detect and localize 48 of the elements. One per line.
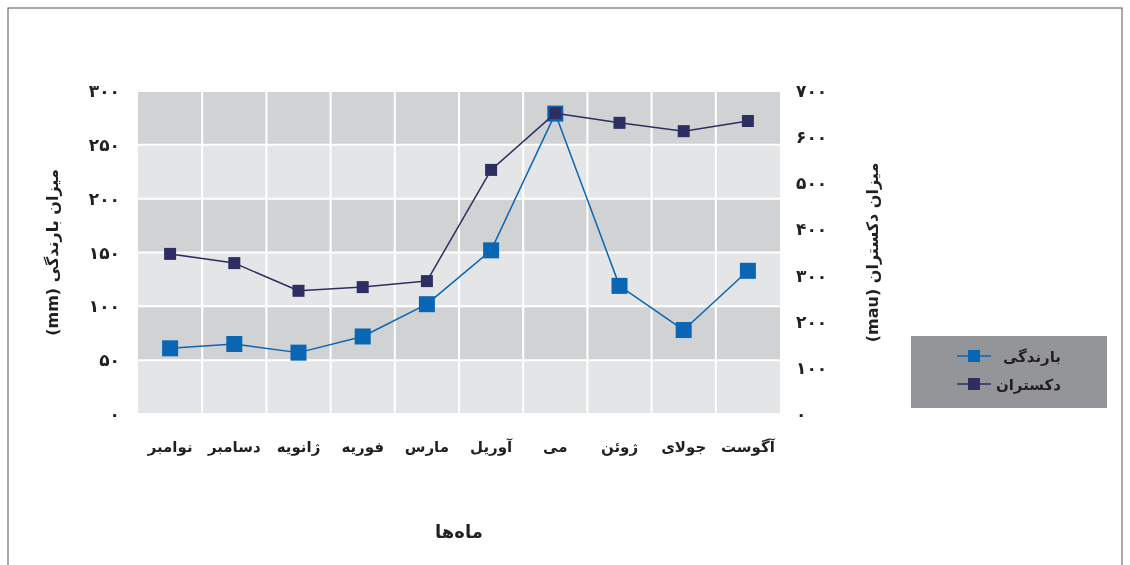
y-tick-label: ۲۵۰ (88, 134, 120, 155)
point (228, 257, 241, 270)
y-tick-label: ۱۵۰ (88, 242, 120, 263)
y-tick-label: ۱۰۰ (88, 296, 120, 317)
x-tick-label: می (543, 438, 568, 456)
y2-tick-label: ۰ (796, 404, 807, 424)
x-tick-label: ژوئن (600, 438, 639, 456)
point (354, 328, 371, 345)
point (356, 281, 369, 294)
x-tick-label: نوامبر (146, 438, 193, 456)
y-tick-label: ۲۰۰ (88, 188, 120, 209)
point (675, 322, 692, 339)
y2-tick-label: ۵۰۰ (796, 173, 828, 194)
x-tick-label: جولای (661, 438, 707, 456)
point (420, 275, 433, 288)
x-tick-label: فوریه (341, 438, 384, 456)
point (611, 277, 628, 294)
point (485, 163, 498, 176)
y-tick-label: ۰ (109, 404, 120, 424)
x-axis-title: ماه‌ها (435, 521, 483, 542)
x-tick-label: مارس (404, 438, 450, 456)
y-tick-label: ۳۰۰ (88, 81, 120, 101)
x-tick-label: دسامبر (206, 438, 262, 456)
x-tick-label: ژانویه (276, 438, 321, 456)
point (164, 247, 177, 260)
point (741, 114, 754, 127)
point (483, 242, 500, 259)
point (226, 336, 243, 353)
y2-axis-title: میزان دکستران (mau) (863, 162, 882, 343)
legend-label: دکستران (995, 376, 1062, 394)
point (162, 340, 179, 357)
point (292, 284, 305, 297)
point (418, 296, 435, 313)
x-tick-label: آگوست (720, 438, 776, 456)
y2-tick-label: ۴۰۰ (796, 219, 828, 240)
y-tick-label: ۵۰ (99, 350, 120, 371)
y2-tick-label: ۷۰۰ (796, 81, 828, 101)
y2-tick-label: ۲۰۰ (796, 311, 828, 332)
y-axis-title: میزان بارندگی (mm) (43, 169, 62, 336)
y2-tick-label: ۳۰۰ (796, 265, 828, 286)
y2-tick-label: ۱۰۰ (796, 357, 828, 378)
point (739, 262, 756, 279)
point (677, 125, 690, 138)
x-tick-label: آوریل (470, 438, 514, 456)
point (613, 116, 626, 129)
point (290, 344, 307, 361)
y2-tick-label: ۶۰۰ (796, 127, 828, 148)
legend-label: بارندگی (1002, 348, 1061, 366)
